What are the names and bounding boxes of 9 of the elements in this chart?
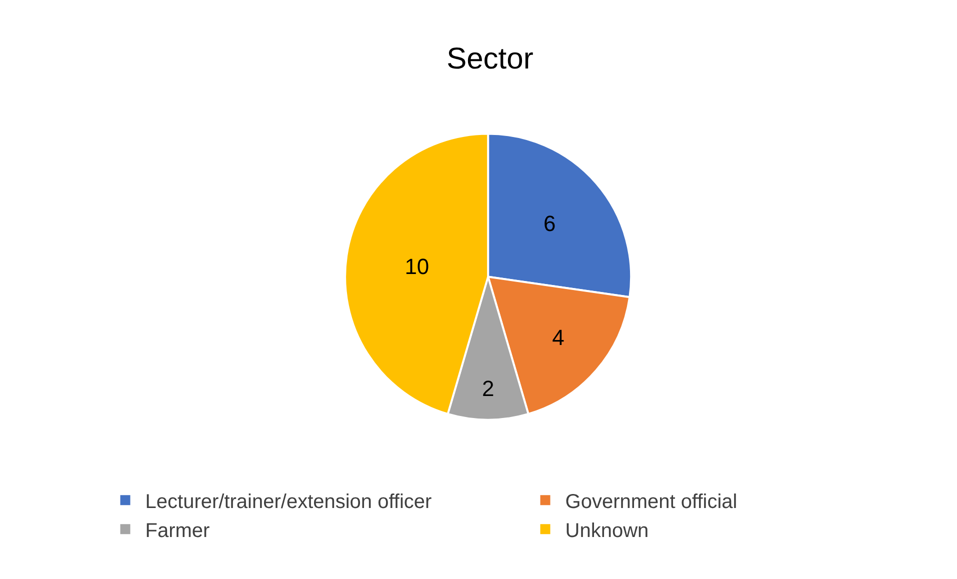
legend-label: Farmer: [145, 520, 210, 542]
data-label: 10: [404, 254, 430, 280]
legend-label: Government official: [565, 490, 738, 513]
chart-title: Sector: [446, 42, 534, 76]
data-label: 6: [544, 210, 556, 236]
legend-label: Lecturer/trainer/extension officer: [145, 490, 432, 513]
legend-label: Unknown: [565, 520, 649, 542]
data-label: 4: [552, 325, 564, 350]
data-label: 2: [482, 376, 494, 401]
